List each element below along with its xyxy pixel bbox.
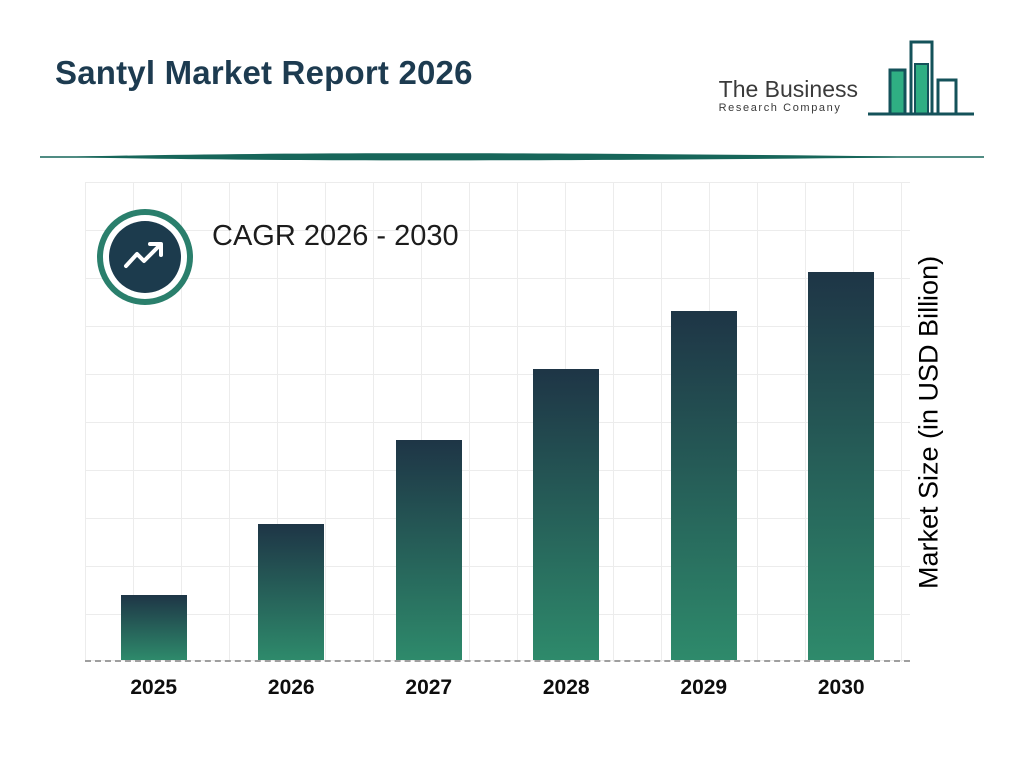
x-axis-label: 2028 [542, 676, 590, 699]
bar-2025 [120, 595, 187, 660]
bar-chart-logo-icon [866, 38, 976, 127]
y-axis-label: Market Size (in USD Billion) [913, 255, 944, 589]
bar-2028 [533, 369, 600, 660]
bar-2027 [395, 440, 462, 660]
x-axis-labels: 2025 2026 2027 2028 2029 2030 [85, 676, 910, 710]
page-title: Santyl Market Report 2026 [55, 54, 473, 91]
logo-text: The Business Research Company [719, 77, 858, 113]
plot-area [85, 182, 910, 662]
cagr-label: CAGR 2026 - 2030 [212, 220, 459, 252]
bar-2029 [670, 311, 737, 660]
cagr-badge [96, 208, 194, 306]
header-divider [0, 150, 1024, 164]
x-axis-label: 2025 [130, 676, 178, 699]
x-axis-label: 2029 [680, 676, 728, 699]
bar-2026 [258, 524, 325, 660]
logo-line1: The Business [718, 76, 858, 103]
logo-line2: Research Company [718, 101, 842, 114]
x-axis-label: 2027 [405, 676, 453, 699]
trend-arrow-icon [124, 242, 163, 268]
bar-2030 [808, 272, 875, 660]
x-axis-label: 2030 [817, 676, 865, 699]
x-axis-label: 2026 [267, 676, 315, 699]
company-logo: The Business Research Company [719, 38, 976, 127]
